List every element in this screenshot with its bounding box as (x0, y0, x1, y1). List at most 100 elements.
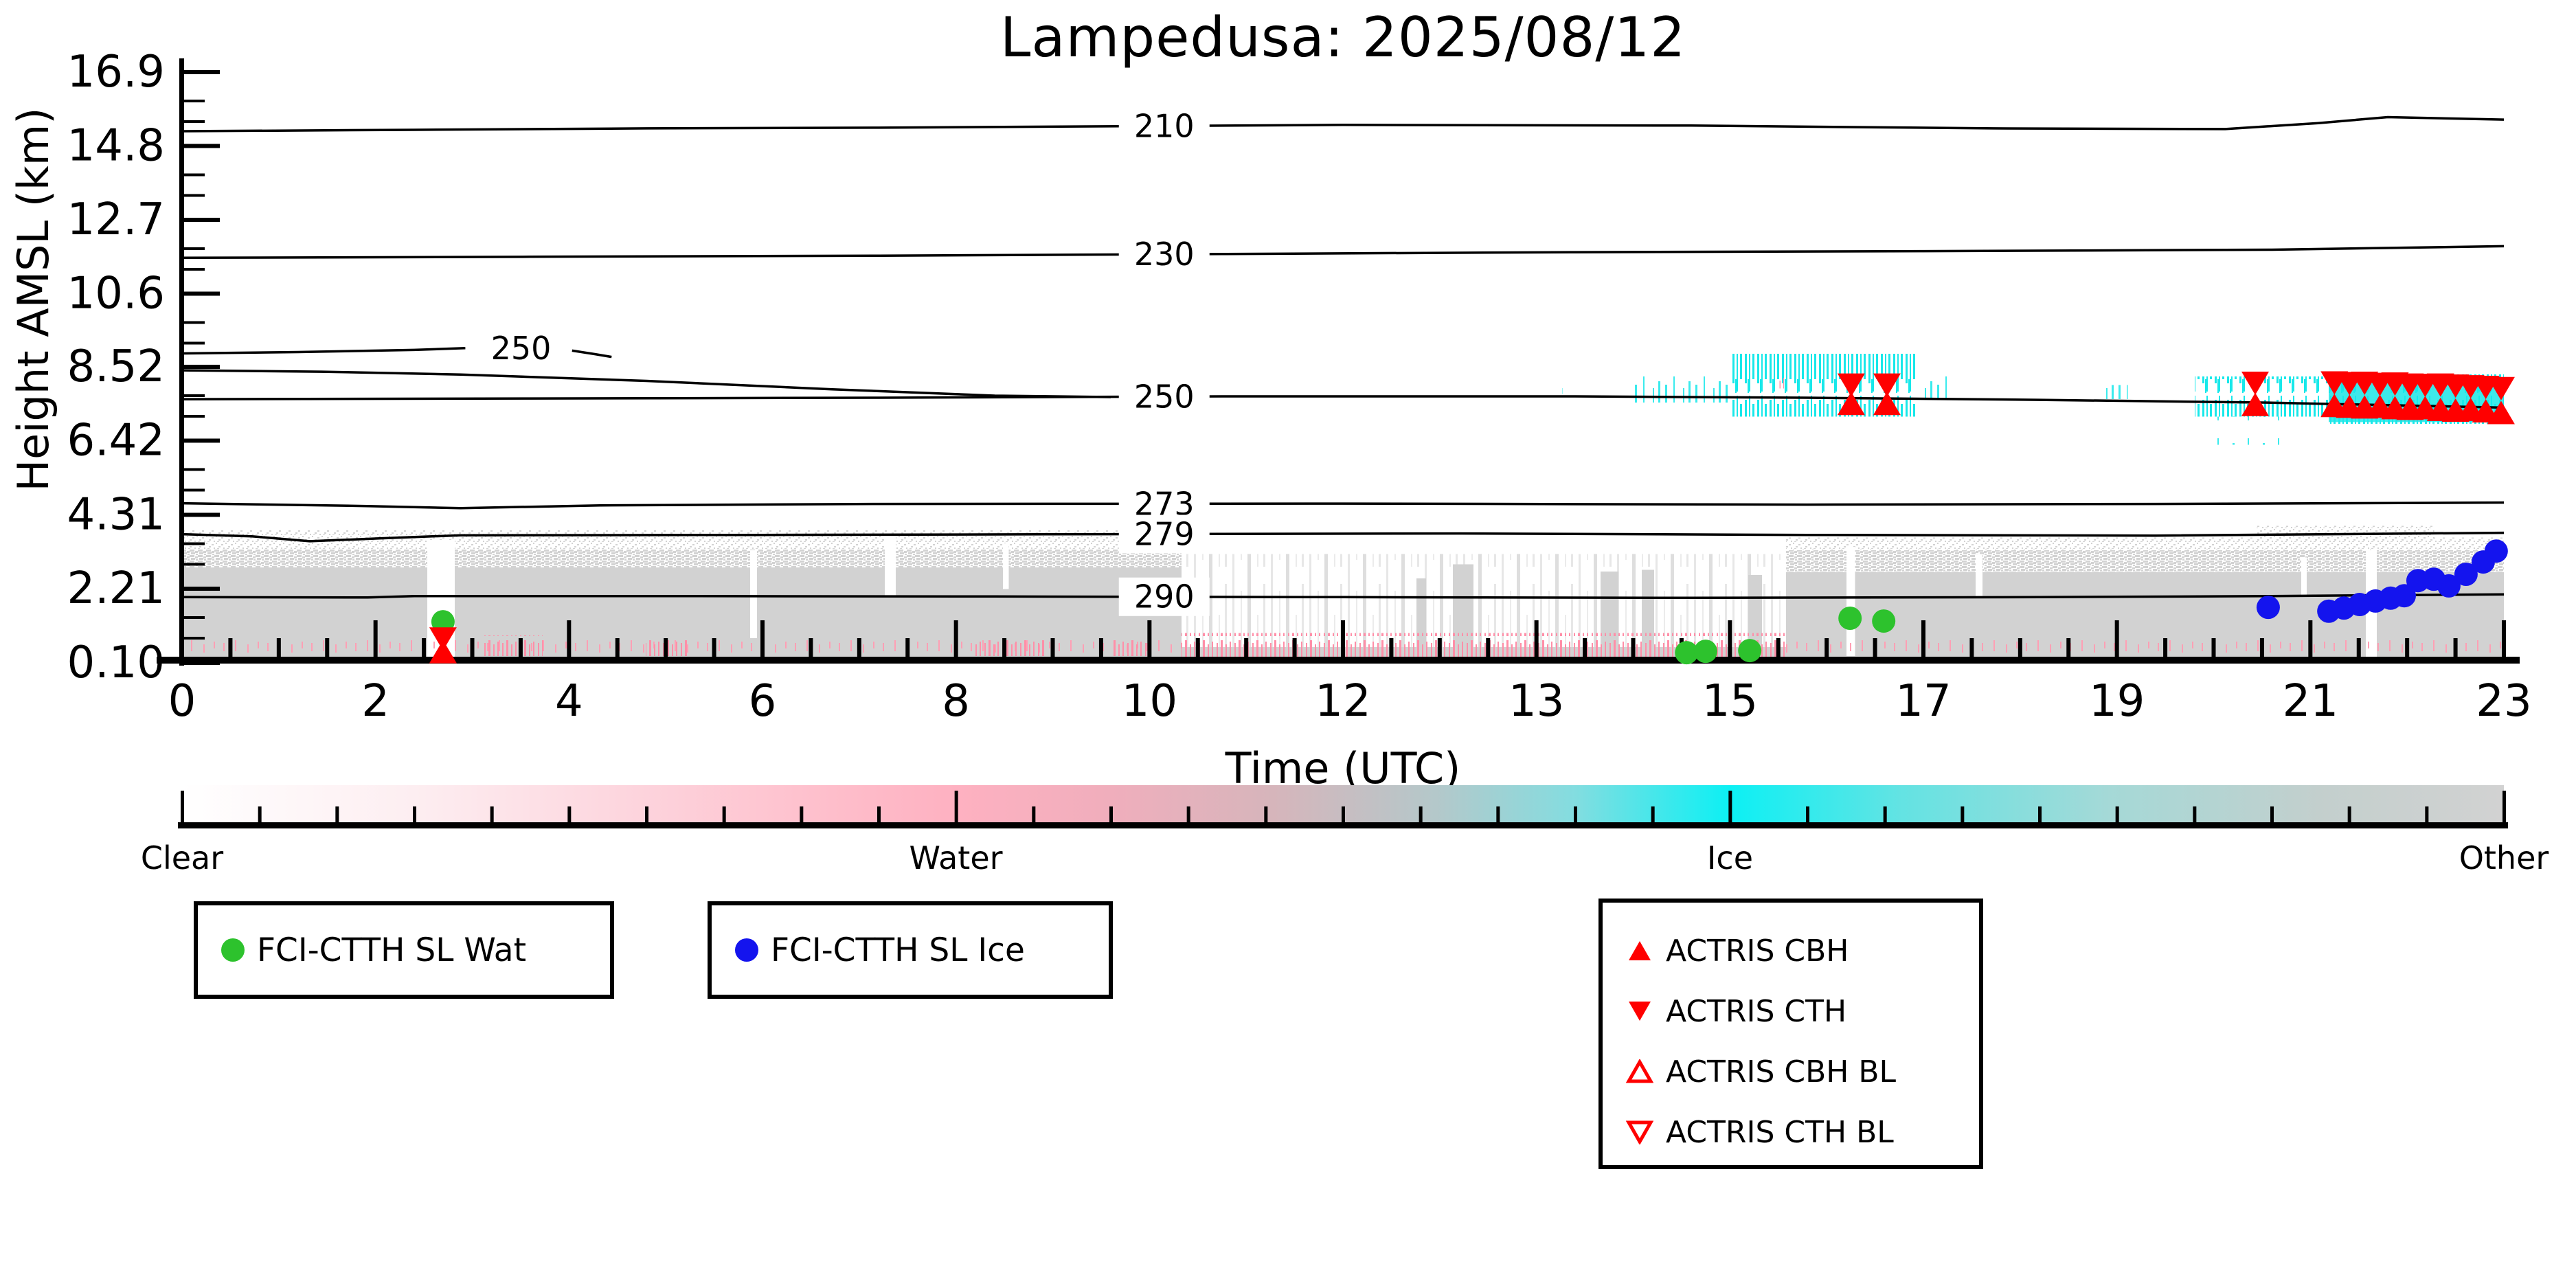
marker-layer (429, 371, 2515, 665)
actris-cth-marker (1873, 373, 1901, 397)
colorbar-label-water: Water (909, 839, 1003, 877)
data-point-water (1675, 641, 1699, 665)
ice-dot-icon (735, 938, 758, 962)
contour-line (181, 395, 2505, 409)
x-minor-tick (1969, 638, 1974, 660)
data-point-water (1738, 639, 1762, 663)
y-minor-tick (184, 321, 205, 324)
colorbar-tick (490, 806, 494, 822)
cloud-region-ice_sparse (2101, 385, 2128, 400)
x-tick-label: 8 (942, 676, 970, 727)
triangle-up-filled-icon (1629, 941, 1651, 960)
x-minor-tick (1437, 638, 1442, 660)
x-minor-tick (1244, 638, 1249, 660)
y-major-tick (184, 661, 220, 665)
contour-label-bg (1118, 377, 1210, 416)
x-tick-label: 19 (2089, 676, 2145, 727)
y-tick-label: 2.21 (67, 563, 166, 614)
x-minor-tick (325, 638, 330, 660)
y-tick-label: 14.8 (67, 121, 166, 172)
x-minor-tick (1824, 638, 1829, 660)
colorbar-tick (1342, 806, 1345, 822)
actris-cbh-marker (2241, 392, 2270, 416)
cloud-region-white_gap (2301, 557, 2307, 596)
x-minor-tick (2114, 620, 2119, 660)
x-tick-label: 23 (2476, 676, 2531, 727)
x-minor-tick (1534, 620, 1539, 660)
x-minor-tick (1195, 638, 1200, 660)
x-minor-tick (712, 638, 716, 660)
legend-actris-row: ACTRIS CBH BL (1603, 1041, 1979, 1102)
x-minor-tick (905, 638, 910, 660)
x-minor-tick (1583, 638, 1588, 660)
y-minor-tick (184, 341, 205, 345)
y-major-tick (184, 438, 220, 443)
contour-line (181, 245, 2505, 260)
colorbar-tick (1419, 806, 1423, 822)
x-tick-label: 4 (555, 676, 583, 727)
colorbar-label-ice: Ice (1706, 839, 1754, 877)
colorbar-tick (1264, 806, 1268, 822)
contour-line (181, 115, 2505, 133)
colorbar-tick (1651, 806, 1655, 822)
bottom-spine (157, 657, 2520, 664)
x-minor-tick (809, 638, 813, 660)
colorbar-tick (645, 806, 648, 822)
colorbar-axis (178, 822, 2508, 828)
x-minor-tick (2163, 638, 2168, 660)
x-tick-label: 12 (1315, 676, 1370, 727)
colorbar-label-clear: Clear (140, 839, 224, 877)
contour-label-bg (475, 328, 567, 368)
contour-line (181, 369, 1111, 398)
y-minor-tick (184, 173, 205, 177)
colorbar-tick (258, 806, 262, 822)
x-minor-tick (276, 638, 281, 660)
actris-cbh-marker (2487, 400, 2515, 425)
contour-label: 230 (1134, 236, 1195, 273)
colorbar-tick (2038, 806, 2042, 822)
y-minor-tick (184, 120, 205, 124)
legend-actris: ACTRIS CBH ACTRIS CTH ACTRIS CBH BL ACTRIS … (1598, 899, 1983, 1169)
contour-label-bg (1118, 106, 1210, 146)
y-minor-tick (184, 468, 205, 471)
colorbar-tick (1728, 791, 1732, 822)
colorbar-tick (877, 806, 881, 822)
cloud-region-pink_sparse (1786, 640, 2504, 656)
legend-ice-label: FCI-CTTH SL Ice (771, 931, 1025, 969)
actris-cbh-marker (1837, 392, 1865, 416)
actris-cth-marker (429, 627, 457, 651)
legend-actris-label: ACTRIS CTH (1666, 993, 1847, 1029)
contour-line (181, 347, 466, 355)
x-minor-tick (2018, 638, 2022, 660)
x-minor-tick (2066, 638, 2071, 660)
triangle-down-open-icon (1626, 1120, 1653, 1144)
contour-label-bg (1118, 235, 1210, 274)
data-point-ice (2437, 574, 2461, 598)
y-tick-label: 10.6 (67, 269, 166, 319)
x-minor-tick (2453, 638, 2458, 660)
colorbar-tick (2193, 806, 2197, 822)
contour-label: 250 (491, 330, 552, 367)
contour-label-bg (1118, 515, 1210, 554)
cloud-region-white_gap (885, 534, 896, 596)
x-minor-tick (1776, 638, 1781, 660)
colorbar-tick (335, 806, 339, 822)
cloud-region-white_gap (1846, 547, 1855, 656)
legend-wat-label: FCI-CTTH SL Wat (257, 931, 527, 969)
y-major-tick (184, 291, 220, 296)
contour-label: 290 (1134, 578, 1195, 615)
x-minor-tick (2211, 638, 2216, 660)
x-tick-label: 17 (1895, 676, 1951, 727)
triangle-up-open-icon (1626, 1059, 1653, 1083)
colorbar-tick (800, 806, 804, 822)
x-minor-tick (760, 620, 765, 660)
contour-line (181, 531, 2505, 543)
y-minor-tick (184, 488, 205, 492)
y-major-tick (184, 586, 220, 591)
x-minor-tick (1147, 620, 1152, 660)
x-minor-tick (615, 638, 620, 660)
y-minor-tick (184, 563, 205, 566)
cloud-region-white_gap (1003, 543, 1009, 589)
